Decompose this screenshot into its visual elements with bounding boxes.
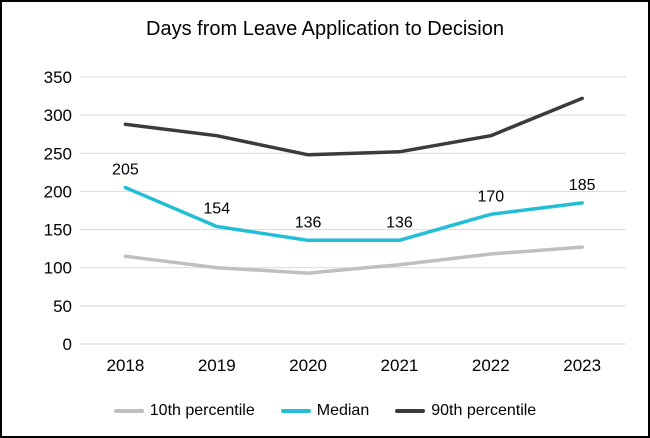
y-tick-label: 0 — [63, 335, 72, 354]
y-tick-label: 350 — [44, 68, 72, 87]
data-label: 136 — [386, 214, 413, 231]
data-label: 136 — [295, 214, 322, 231]
data-label: 154 — [203, 201, 230, 218]
x-tick-label: 2023 — [563, 356, 601, 375]
x-tick-label: 2021 — [381, 356, 419, 375]
x-tick-label: 2022 — [472, 356, 510, 375]
chart-legend: 10th percentile Median 90th percentile — [2, 402, 648, 420]
data-label: 170 — [477, 188, 504, 205]
y-tick-label: 150 — [44, 221, 72, 240]
legend-label: 90th percentile — [431, 402, 537, 419]
y-tick-label: 300 — [44, 106, 72, 125]
y-tick-label: 200 — [44, 182, 72, 201]
data-label: 205 — [112, 162, 139, 179]
y-tick-label: 50 — [53, 297, 72, 316]
x-tick-label: 2018 — [106, 356, 144, 375]
legend-label: 10th percentile — [149, 402, 255, 419]
legend-item-10th-percentile: 10th percentile — [113, 402, 255, 420]
legend-label: Median — [316, 402, 370, 419]
chart-title: Days from Leave Application to Decision — [146, 18, 504, 40]
series-line-90th-percentile — [123, 96, 584, 157]
data-label: 185 — [569, 177, 596, 194]
legend-item-90th-percentile: 90th percentile — [395, 402, 536, 420]
series-line-10th-percentile — [123, 245, 584, 275]
legend-swatch — [280, 409, 311, 413]
legend-swatch — [395, 409, 426, 413]
legend-item-median: Median — [280, 402, 370, 420]
x-tick-label: 2019 — [198, 356, 236, 375]
series-line-median — [123, 185, 584, 243]
legend-swatch — [113, 409, 144, 413]
x-tick-label: 2020 — [289, 356, 327, 375]
y-tick-label: 250 — [44, 144, 72, 163]
y-tick-label: 100 — [44, 259, 72, 278]
